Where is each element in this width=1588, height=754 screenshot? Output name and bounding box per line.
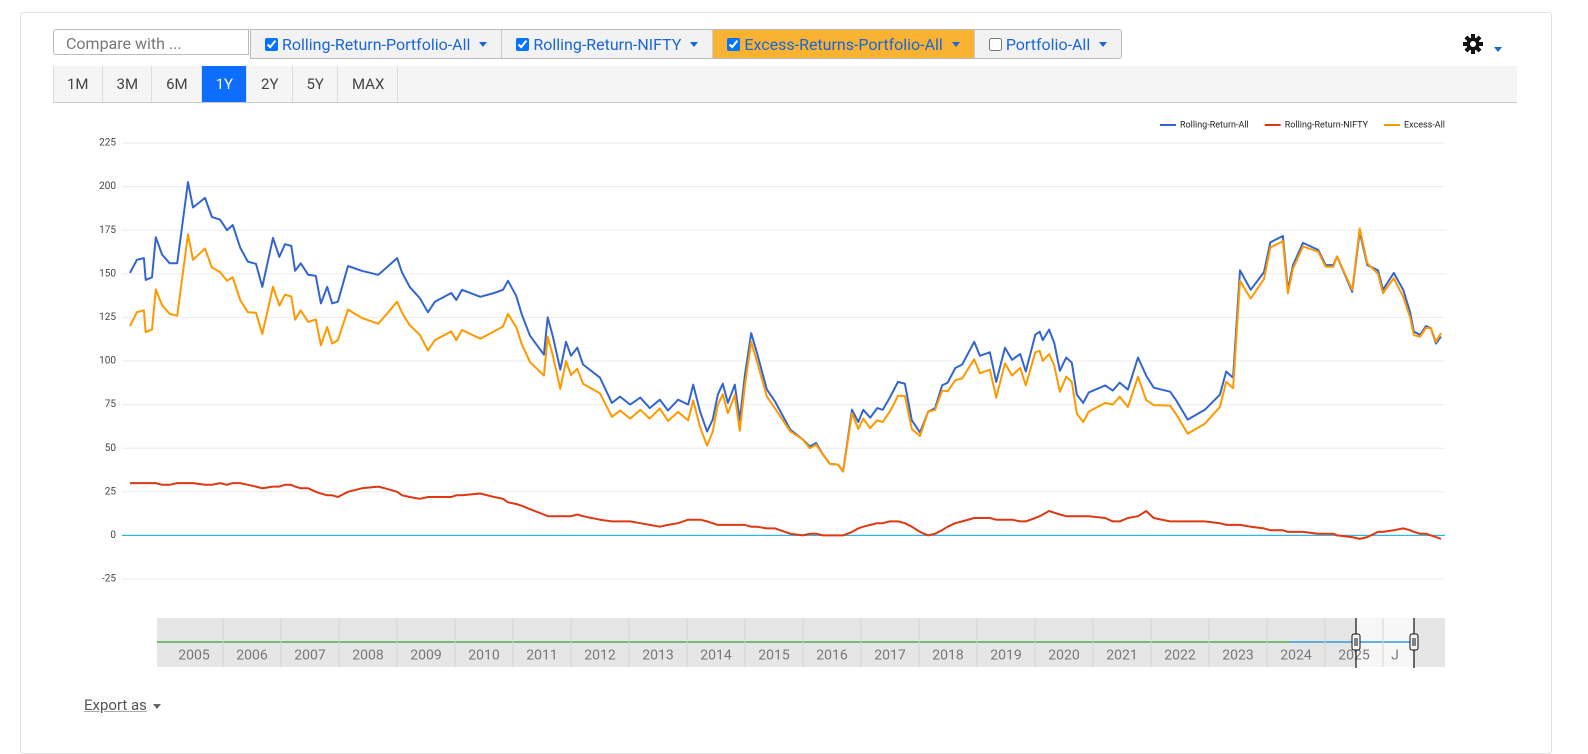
compare-input[interactable]: Compare with ... bbox=[53, 29, 249, 55]
legend-item: Rolling-Return-All bbox=[1159, 120, 1249, 130]
settings-caret bbox=[1494, 47, 1502, 52]
export-menu[interactable]: Export as bbox=[84, 696, 161, 714]
navigator-label: 2020 bbox=[1048, 648, 1080, 664]
range-button[interactable]: 5Y bbox=[293, 66, 338, 102]
range-button[interactable]: 1Y bbox=[201, 66, 248, 102]
series-checkbox[interactable] bbox=[988, 37, 1002, 51]
navigator-label: 2022 bbox=[1164, 648, 1196, 664]
chart: 2005 2006 2007 2008 2009 2010 2011 2012 2013 2014… bbox=[99, 120, 1445, 668]
navigator-label: 2017 bbox=[874, 648, 906, 664]
y-tick-label: 100 bbox=[99, 356, 116, 367]
legend-item: Excess-All bbox=[1383, 120, 1445, 130]
series-tab[interactable]: Rolling-Return-Portfolio-All bbox=[251, 30, 503, 58]
y-tick-label: 50 bbox=[105, 443, 117, 454]
y-tick-label: 75 bbox=[105, 399, 117, 410]
series-line bbox=[129, 227, 1442, 473]
series-tab-label: Excess-Returns-Portfolio-All bbox=[744, 34, 943, 54]
navigator-label: 2007 bbox=[294, 648, 326, 664]
navigator-label: 2008 bbox=[352, 648, 384, 664]
series-checkbox[interactable] bbox=[727, 37, 741, 51]
range-button[interactable]: 1M bbox=[53, 66, 103, 102]
y-tick-label: -25 bbox=[102, 574, 116, 585]
series-tabs: Rolling-Return-Portfolio-All Rolling-Retu… bbox=[250, 29, 1123, 59]
page: {"toolbar": {"compare_placeholder": "Com… bbox=[20, 12, 1552, 754]
navigator-label: 2013 bbox=[642, 648, 673, 664]
tab-caret bbox=[479, 41, 488, 47]
settings-button[interactable] bbox=[1462, 33, 1502, 57]
compare-placeholder: Compare with ... bbox=[66, 34, 182, 53]
navigator-label: 2006 bbox=[236, 648, 268, 664]
series-tab-label: Rolling-Return-Portfolio-All bbox=[282, 34, 471, 54]
legend: Rolling-Return-All Rolling-Return-NIFTY Ex… bbox=[1159, 120, 1445, 130]
legend-label: Rolling-Return-NIFTY bbox=[1285, 120, 1369, 130]
handle-grip bbox=[1409, 633, 1419, 651]
navigator-label: 2018 bbox=[932, 648, 964, 664]
y-tick-label: 0 bbox=[110, 530, 116, 541]
export-label: Export as bbox=[84, 696, 147, 714]
series-checkbox[interactable] bbox=[516, 37, 530, 51]
range-button[interactable]: 6M bbox=[152, 66, 202, 102]
tab-caret bbox=[690, 41, 699, 47]
y-tick-label: 150 bbox=[99, 268, 116, 279]
range-button[interactable]: 2Y bbox=[247, 66, 293, 102]
series-line bbox=[130, 482, 1442, 540]
range-button[interactable]: 3M bbox=[103, 66, 153, 102]
series-line bbox=[129, 181, 1442, 473]
navigator-label: J bbox=[1391, 648, 1399, 664]
navigator-handle[interactable] bbox=[1409, 618, 1419, 668]
navigator-label: 2014 bbox=[700, 648, 732, 664]
series-checkbox[interactable] bbox=[265, 37, 278, 51]
navigator-label: 2012 bbox=[584, 648, 616, 664]
grid bbox=[122, 142, 1445, 580]
series-tab[interactable]: Excess-Returns-Portfolio-All bbox=[713, 30, 975, 58]
series-tab-label: Rolling-Return-NIFTY bbox=[533, 34, 682, 54]
tab-caret bbox=[951, 41, 960, 47]
navigator-label: 2024 bbox=[1280, 648, 1312, 664]
y-tick-label: 175 bbox=[99, 225, 116, 236]
series-tab-label: Portfolio-All bbox=[1005, 34, 1091, 54]
y-tick-label: 225 bbox=[99, 138, 116, 149]
tab-caret bbox=[1099, 41, 1108, 47]
navigator-label: 2019 bbox=[990, 648, 1021, 664]
navigator-handle[interactable] bbox=[1351, 618, 1361, 668]
gear-icon bbox=[1463, 34, 1483, 54]
navigator: 2005 2006 2007 2008 2009 2010 2011 2012 2013 2014… bbox=[157, 618, 1445, 667]
navigator-label: 2023 bbox=[1222, 648, 1253, 664]
range-selector: 1M 3M 6M 1Y 2Y 5Y MAX bbox=[53, 66, 1517, 103]
legend-item: Rolling-Return-NIFTY bbox=[1264, 120, 1369, 130]
legend-label: Rolling-Return-All bbox=[1180, 120, 1249, 130]
navigator-label: 2016 bbox=[816, 648, 848, 664]
y-tick-label: 200 bbox=[99, 181, 116, 192]
navigator-label: 2021 bbox=[1106, 648, 1137, 664]
y-tick-label: 125 bbox=[99, 312, 116, 323]
range-button[interactable]: MAX bbox=[338, 66, 399, 102]
legend-label: Excess-All bbox=[1404, 120, 1445, 130]
navigator-label: 2025 bbox=[1338, 648, 1370, 664]
navigator-label: 2010 bbox=[468, 648, 500, 664]
navigator-label: 2011 bbox=[526, 648, 557, 664]
series-tab[interactable]: Rolling-Return-NIFTY bbox=[502, 30, 714, 58]
series-tab[interactable]: Portfolio-All bbox=[975, 30, 1121, 58]
export-caret bbox=[152, 703, 161, 709]
navigator-label: 2009 bbox=[410, 648, 441, 664]
handle-grip bbox=[1351, 633, 1361, 651]
navigator-label: 2005 bbox=[178, 648, 210, 664]
y-tick-label: 25 bbox=[105, 486, 117, 497]
navigator-label: 2015 bbox=[758, 648, 790, 664]
